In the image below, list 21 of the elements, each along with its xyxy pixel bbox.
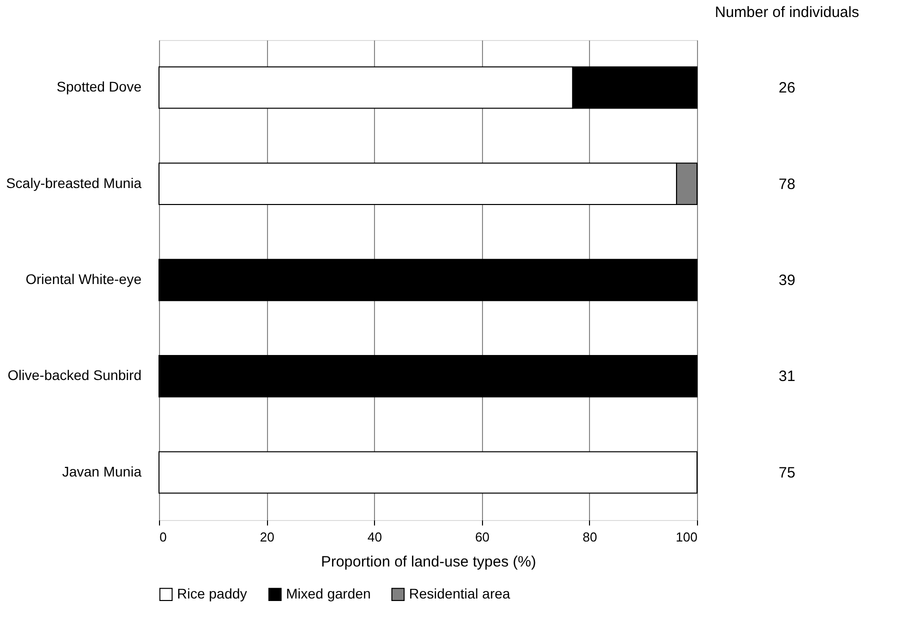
y-tick-label: Olive-backed Sunbird [8, 367, 142, 384]
text: Number of individuals [714, 4, 860, 21]
text: 39 [778, 272, 796, 289]
y-tick-label: Javan Munia [62, 463, 142, 480]
y-tick-label: Scaly-breasted Munia [6, 174, 142, 191]
legend-label: Residential area [409, 585, 510, 602]
y-tick-label: Spotted Dove [56, 78, 142, 95]
legend-label: Mixed garden [286, 585, 371, 602]
text: 75 [778, 464, 796, 482]
x-tick-label: 40 [367, 530, 382, 544]
legend-label: Rice paddy [177, 585, 248, 602]
x-tick-label: 60 [475, 530, 490, 544]
x-tick-label: 100 [676, 530, 698, 544]
x-axis-title: Proportion of land-use types (%) [320, 554, 536, 570]
x-tick-label: 0 [160, 530, 167, 544]
text: 31 [778, 368, 796, 386]
x-tick-label: 80 [582, 530, 598, 544]
text: 26 [778, 80, 796, 97]
y-tick-label: Oriental White-eye [26, 271, 142, 287]
text: 78 [778, 176, 796, 193]
x-tick-label: 20 [260, 530, 274, 544]
